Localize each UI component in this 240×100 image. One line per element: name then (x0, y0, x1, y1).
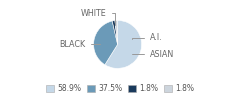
Wedge shape (105, 20, 142, 68)
Text: BLACK: BLACK (59, 40, 100, 49)
Wedge shape (115, 20, 118, 44)
Text: WHITE: WHITE (81, 9, 115, 25)
Wedge shape (112, 21, 118, 44)
Legend: 58.9%, 37.5%, 1.8%, 1.8%: 58.9%, 37.5%, 1.8%, 1.8% (43, 81, 197, 96)
Wedge shape (94, 21, 118, 65)
Text: ASIAN: ASIAN (132, 50, 174, 59)
Text: A.I.: A.I. (132, 33, 163, 42)
